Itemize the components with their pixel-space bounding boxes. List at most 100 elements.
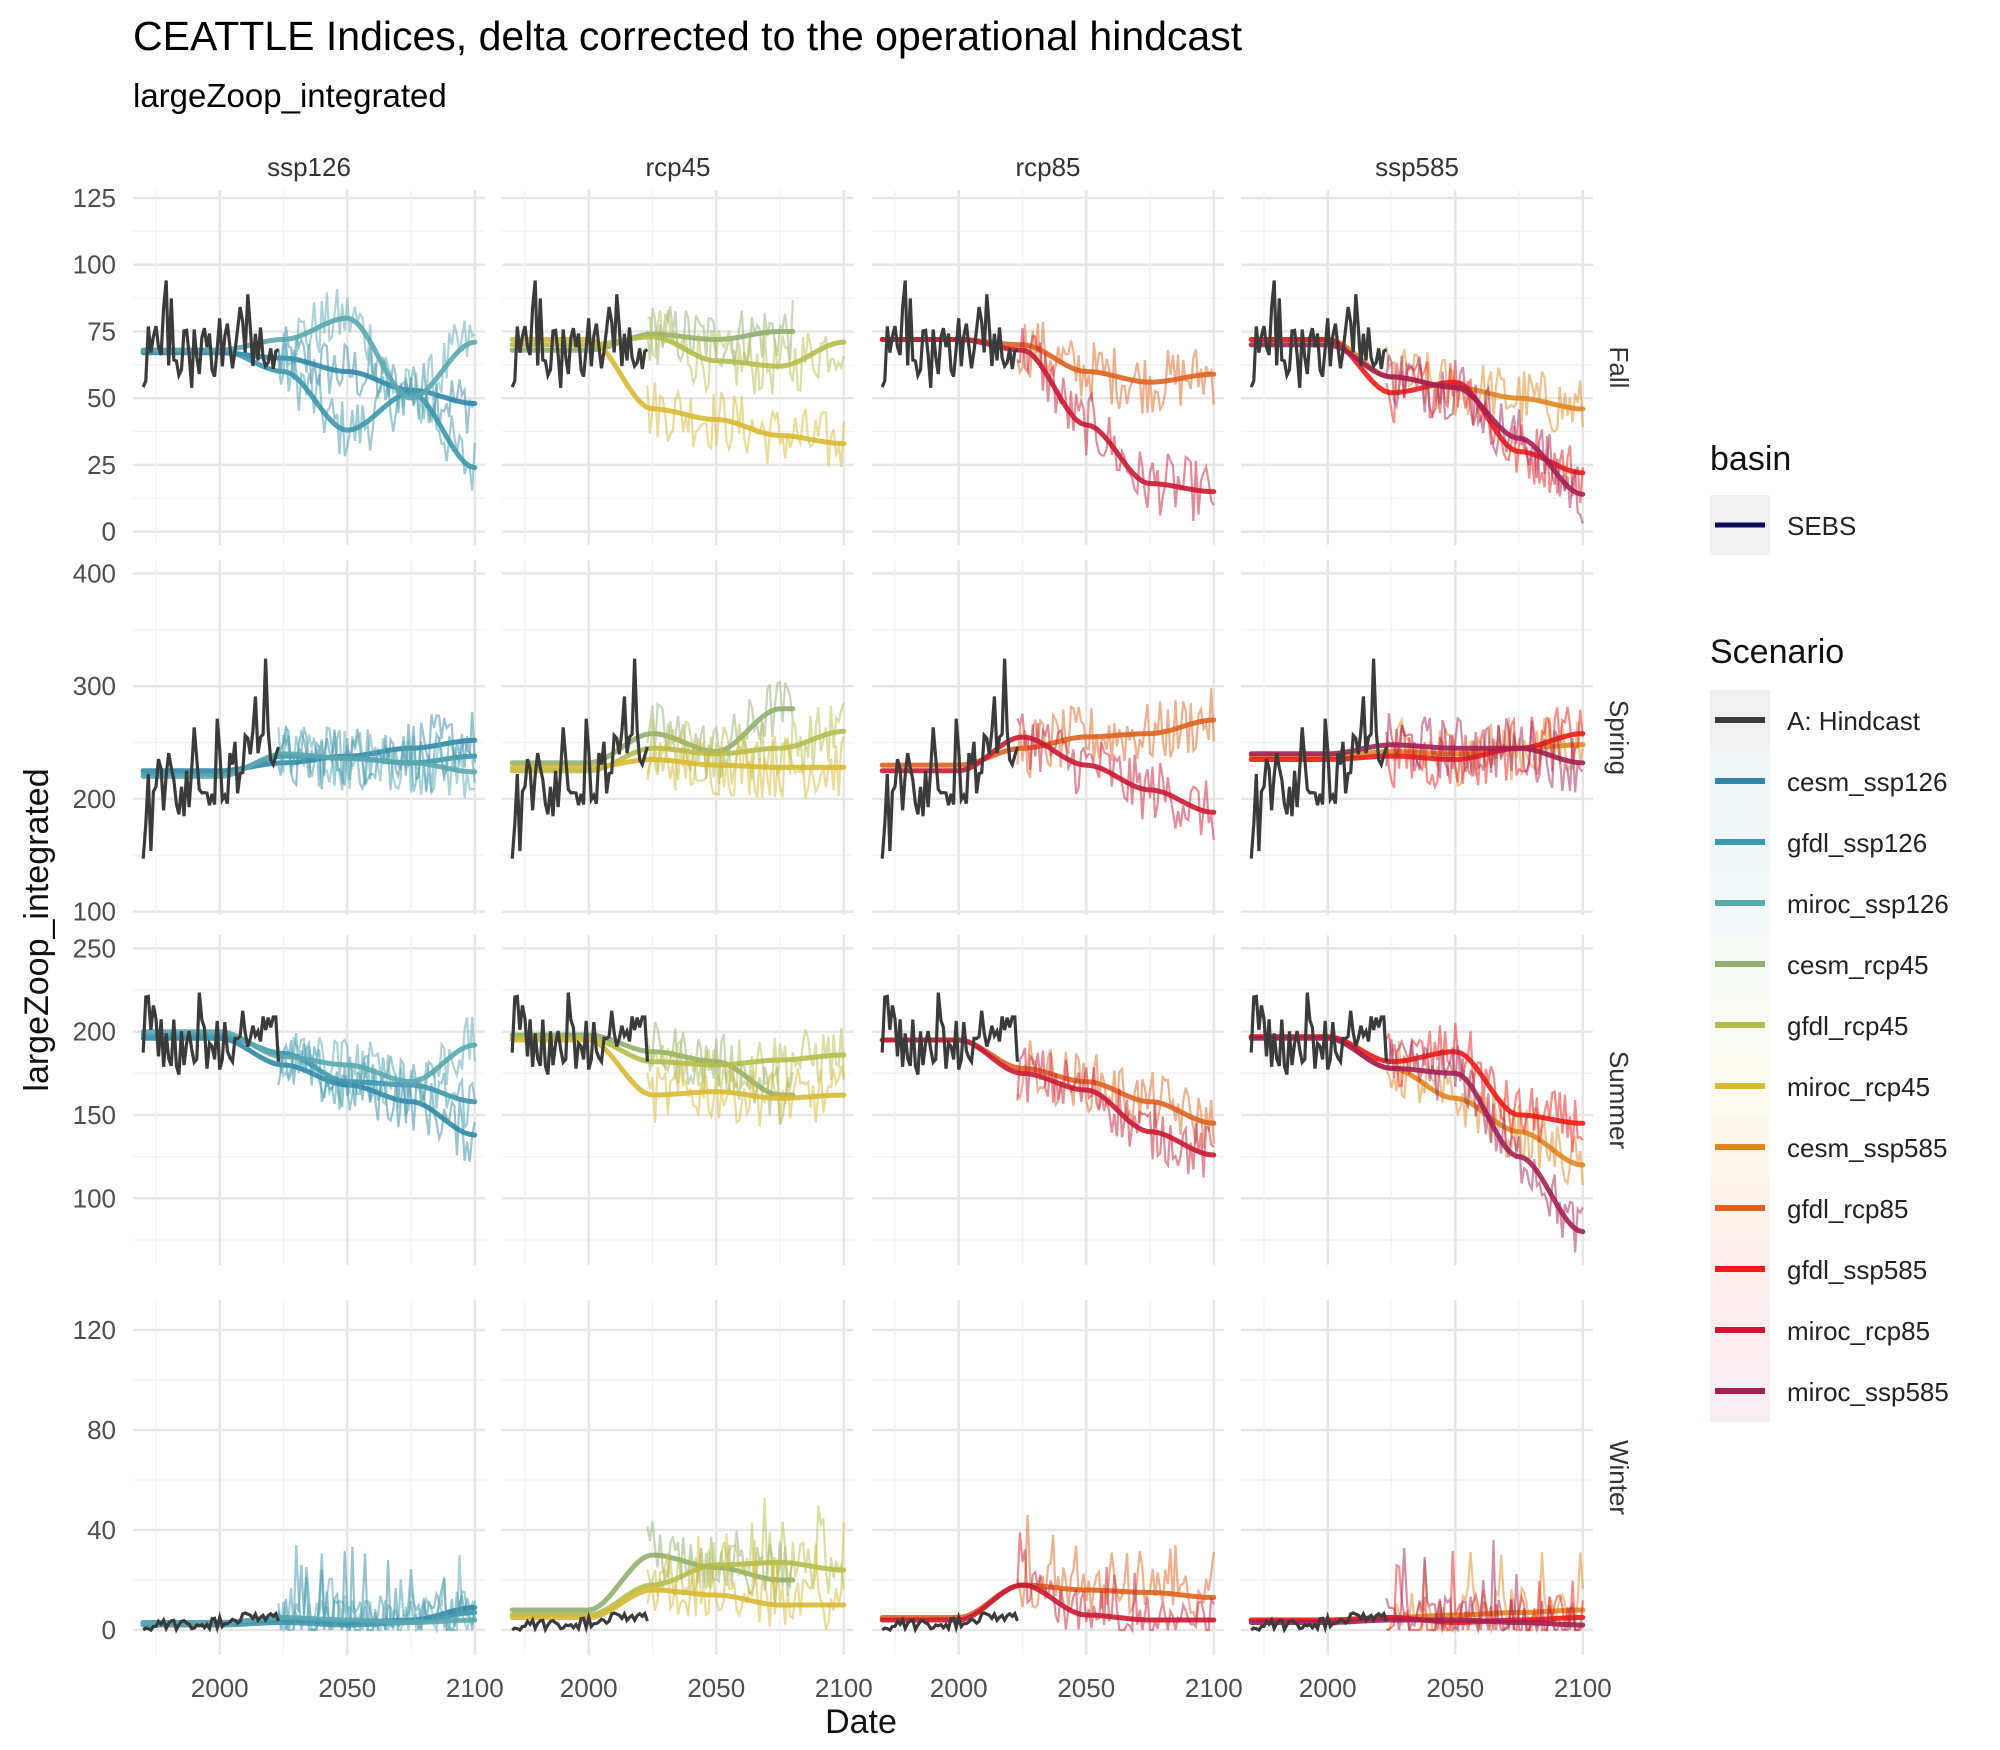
scenario-legend-label: miroc_rcp45 [1787, 1072, 1930, 1102]
miroc_ssp585-smooth-line [1248, 742, 1586, 766]
y-tick-label: 100 [73, 1183, 116, 1213]
miroc_rcp45-raw-line [646, 1062, 845, 1127]
hindcast-line [141, 992, 280, 1075]
y-tick-label: 200 [73, 784, 116, 814]
basin-legend: basin SEBS [1710, 440, 1856, 555]
y-tick-label: 25 [87, 450, 116, 480]
x-tick-label: 2050 [1057, 1673, 1115, 1703]
x-tick-label: 2100 [1554, 1673, 1612, 1703]
scenario-legend-label: gfdl_ssp585 [1787, 1255, 1927, 1285]
hindcast-line [510, 280, 649, 388]
miroc_ssp585-raw-line [1385, 1539, 1584, 1635]
cesm_ssp126-raw-line [277, 1040, 476, 1162]
scenario-legend-title: Scenario [1710, 633, 1844, 671]
column-strip-label: rcp85 [1015, 152, 1080, 182]
scenario-legend-label: miroc_ssp585 [1787, 1377, 1949, 1407]
scenario-legend-label: miroc_ssp126 [1787, 889, 1949, 919]
panel-rcp85-Winter [872, 1300, 1224, 1655]
y-tick-label: 400 [73, 559, 116, 589]
panel-ssp585-Winter [1241, 1300, 1593, 1655]
row-strip-label: Summer [1604, 1051, 1634, 1150]
hindcast-line [880, 658, 1019, 859]
y-tick-label: 300 [73, 671, 116, 701]
panel-ssp585-Spring [1241, 560, 1593, 915]
hindcast-line [1249, 658, 1388, 859]
gfdl_rcp45-smooth-line [509, 334, 847, 369]
facet-panels: 0 25 50 75 100 125 Fall ssp126 rcp45 rcp85 ssp585 1… [73, 152, 1634, 1703]
scenario-legend-label: miroc_rcp85 [1787, 1316, 1930, 1346]
miroc_rcp45-raw-line [646, 382, 845, 468]
gfdl_ssp585-smooth-line [1248, 337, 1586, 476]
hindcast-line [510, 658, 649, 859]
y-tick-label: 120 [73, 1315, 116, 1345]
x-tick-label: 2050 [687, 1673, 745, 1703]
panel-ssp126-Spring [133, 560, 485, 915]
x-tick-label: 2000 [560, 1673, 618, 1703]
x-tick-label: 2050 [1426, 1673, 1484, 1703]
y-tick-label: 40 [87, 1515, 116, 1545]
panel-rcp45-Spring [502, 560, 854, 915]
scenario-legend-label: A: Hindcast [1787, 706, 1921, 736]
x-tick-label: 2000 [191, 1673, 249, 1703]
scenario-legend-label: cesm_ssp126 [1787, 767, 1947, 797]
basin-legend-title: basin [1710, 440, 1791, 478]
miroc_rcp85-raw-line [1016, 1047, 1215, 1178]
panel-rcp85-Spring [872, 560, 1224, 915]
y-tick-label: 80 [87, 1415, 116, 1445]
panel-ssp585-Fall [1241, 190, 1593, 545]
column-strip-label: ssp585 [1375, 152, 1459, 182]
hindcast-line [142, 1610, 280, 1634]
miroc_ssp585-smooth-line [1248, 342, 1586, 497]
scenario-legend-label: gfdl_rcp85 [1787, 1194, 1908, 1224]
cesm_rcp45-smooth-line [509, 1552, 796, 1613]
y-axis-title: largeZoop_integrated [18, 768, 56, 1091]
miroc_ssp126-smooth-line [140, 1615, 478, 1625]
miroc_rcp45-smooth-line [509, 1587, 847, 1620]
scenario-legend: Scenario A: Hindcast cesm_ssp126 gfdl_ssp12… [1710, 633, 1949, 1422]
x-tick-label: 2100 [815, 1673, 873, 1703]
panel-rcp85-Fall [872, 190, 1224, 545]
y-tick-label: 0 [102, 517, 116, 547]
gfdl_ssp126-raw-line [277, 342, 476, 491]
panel-ssp126-Fall [133, 190, 485, 545]
miroc_ssp126-raw-line [277, 289, 476, 424]
column-strip-label: ssp126 [267, 152, 351, 182]
miroc_rcp45-smooth-line [509, 337, 847, 447]
miroc_ssp126-raw-line [277, 725, 476, 799]
hindcast-line [881, 1610, 1019, 1634]
scenario-legend-label: gfdl_ssp126 [1787, 828, 1927, 858]
hindcast-line [510, 992, 649, 1075]
x-axis-title: Date [825, 1703, 897, 1741]
y-tick-label: 0 [102, 1615, 116, 1645]
cesm_ssp126-smooth-line [140, 350, 478, 406]
miroc_rcp85-smooth-line [879, 1582, 1217, 1623]
row-strip-label: Winter [1604, 1440, 1634, 1515]
x-tick-label: 2050 [318, 1673, 376, 1703]
x-tick-label: 2100 [1185, 1673, 1243, 1703]
miroc_ssp585-raw-line [1385, 1038, 1584, 1253]
y-tick-label: 150 [73, 1100, 116, 1130]
x-tick-label: 2000 [1299, 1673, 1357, 1703]
panel-ssp585-Summer [1241, 935, 1593, 1265]
panel-rcp45-Winter [502, 1300, 854, 1655]
hindcast-line [141, 280, 280, 388]
x-tick-label: 2100 [446, 1673, 504, 1703]
gfdl_rcp45-raw-line [646, 1027, 845, 1094]
miroc_rcp85-smooth-line [879, 337, 1217, 495]
panel-ssp126-Summer [133, 935, 485, 1265]
chart-title: CEATTLE Indices, delta corrected to the … [133, 13, 1243, 59]
panel-rcp45-Summer [502, 935, 854, 1265]
hindcast-line [1249, 280, 1388, 388]
chart-subtitle: largeZoop_integrated [133, 77, 447, 114]
miroc_rcp45-raw-line [646, 732, 845, 799]
y-tick-label: 100 [73, 897, 116, 927]
gfdl_rcp45-raw-line [646, 1497, 845, 1604]
gfdl_rcp85-raw-line [1016, 321, 1215, 414]
y-tick-label: 250 [73, 933, 116, 963]
x-tick-label: 2000 [930, 1673, 988, 1703]
hindcast-line [511, 1610, 649, 1634]
scenario-legend-label: gfdl_rcp45 [1787, 1011, 1908, 1041]
y-tick-label: 75 [87, 316, 116, 346]
hindcast-line [1249, 992, 1388, 1075]
